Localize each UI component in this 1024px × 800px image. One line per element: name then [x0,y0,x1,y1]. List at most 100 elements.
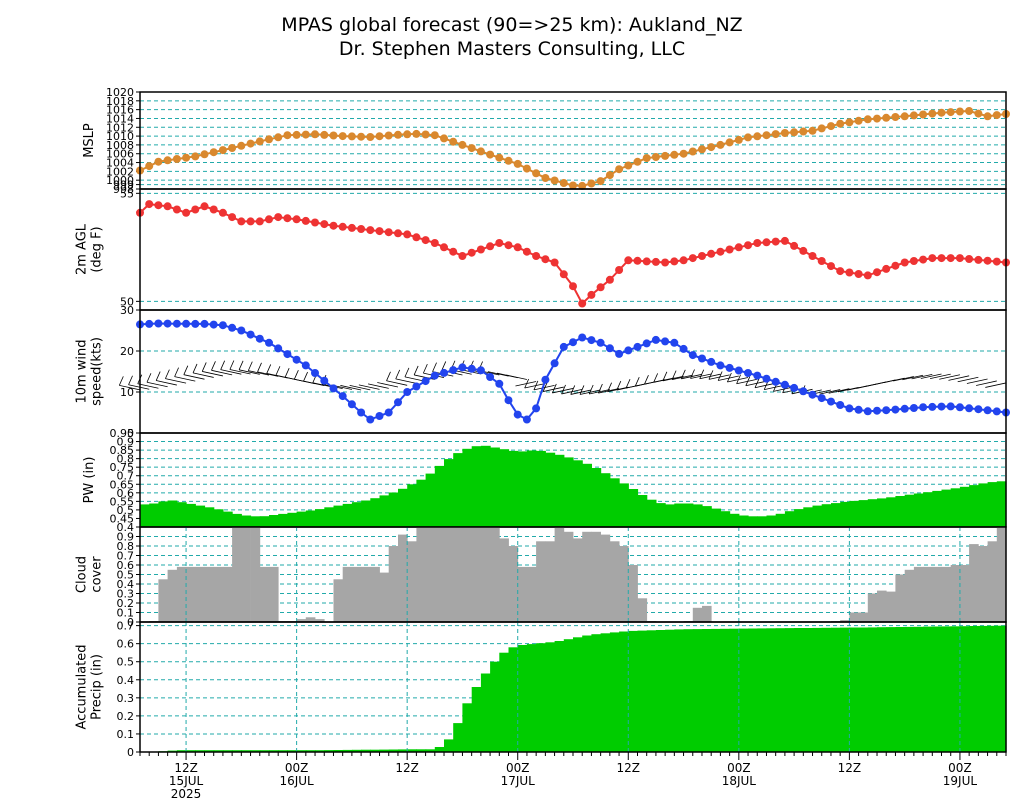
wind-barb-flag [275,366,281,376]
area-bar-precip [388,749,399,752]
wind-barb-flag [717,371,723,381]
data-point-wind [338,392,347,401]
area-bar-precip [784,628,795,752]
ylabel-mslp: MSLP [82,123,97,158]
area-bar-precip [794,628,804,752]
data-point-temp [863,271,872,280]
data-point-temp [541,255,550,264]
data-point-temp [808,252,817,260]
wind-barb [543,386,564,392]
area-bar-pw [462,448,473,527]
data-point-mslp [771,130,780,139]
data-point-mslp [762,131,771,140]
data-point-temp [734,243,743,252]
area-bar-pw [351,502,362,527]
data-point-temp [200,202,209,211]
data-point-mslp [928,109,937,118]
wind-barb [165,378,187,384]
wind-barb [966,378,988,384]
area-bar-precip [213,750,224,752]
data-point-temp [615,266,624,274]
xtick-label: 18JUL [722,774,757,788]
data-point-mslp [790,128,799,137]
ytick-label-precip: 0.6 [117,638,135,651]
data-point-mslp [246,139,255,148]
data-point-mslp [946,108,955,117]
data-point-temp [163,202,172,211]
cloud-bar [886,591,896,622]
cloud-bar [554,527,565,622]
data-point-mslp [827,122,835,131]
cloud-bar [508,546,519,622]
data-point-mslp [513,159,522,168]
data-point-mslp [909,111,918,120]
data-point-temp [246,217,255,226]
area-bar-precip [361,749,371,752]
wind-barb-flag [441,361,447,371]
area-bar-pw [904,494,915,527]
data-point-mslp [679,149,688,158]
wind-barb [929,373,951,380]
series-line-wind [139,322,1007,421]
cloud-bar [379,572,390,622]
wind-barb [589,389,610,395]
cloud-bar [563,531,574,623]
cloud-bar [923,566,933,622]
data-point-mslp [311,130,319,139]
xtick-label: 19JUL [943,774,978,788]
ytick-label-mslp: 1016 [106,104,134,117]
data-point-temp [827,262,835,271]
ytick-label-mslp: 1012 [106,121,134,134]
data-point-mslp [744,133,752,142]
data-point-temp [311,218,319,227]
data-point-wind [550,359,559,368]
area-bar-precip [250,750,261,752]
wind-barb [515,381,537,387]
wind-barb-flag [413,365,419,376]
area-bar-precip [315,750,325,752]
area-bar-pw [591,468,602,527]
area-bar-precip [812,627,823,752]
data-point-temp [909,257,918,265]
area-bar-precip [416,749,427,752]
data-point-temp [218,208,227,217]
data-point-temp [587,290,596,299]
wind-barb-flag [211,361,216,371]
wind-barb [386,380,408,386]
data-point-temp [900,258,909,267]
wind-barb [239,369,260,375]
area-bar-precip [398,749,408,752]
wind-barb [119,384,141,391]
cloud-bar [186,566,196,622]
data-point-mslp [983,112,992,121]
area-bar-precip [932,626,943,752]
wind-barb-flag [395,369,401,380]
data-point-mslp [559,179,568,187]
area-bar-precip [324,750,335,752]
data-point-temp [983,256,992,265]
data-point-temp [596,283,605,292]
ylabel-pw: PW (in) [82,457,97,504]
area-bar-pw [480,445,491,527]
area-bar-pw [600,473,611,527]
wind-barb [506,374,528,380]
panel-mslp: 9989991000100210041006100810101012101410… [82,86,1010,196]
wind-barb-flag [570,385,576,395]
data-point-wind [983,406,992,415]
data-point-temp [421,236,430,245]
wind-barb [672,374,693,380]
xtick-label: 12Z [838,761,862,775]
data-point-temp [762,238,771,247]
data-point-temp [191,205,200,214]
cloud-bar [987,541,998,623]
area-bar-pw [794,509,804,527]
area-bar-pw [554,454,565,527]
ytick-label-pw: 0.4 [117,521,135,534]
ytick-label-precip: 0.2 [117,710,135,723]
area-bar-pw [858,500,869,527]
area-bar-precip [333,750,344,752]
data-point-wind [163,319,172,328]
data-point-temp [209,205,218,214]
data-point-wind [790,383,799,392]
data-point-mslp [900,112,909,121]
